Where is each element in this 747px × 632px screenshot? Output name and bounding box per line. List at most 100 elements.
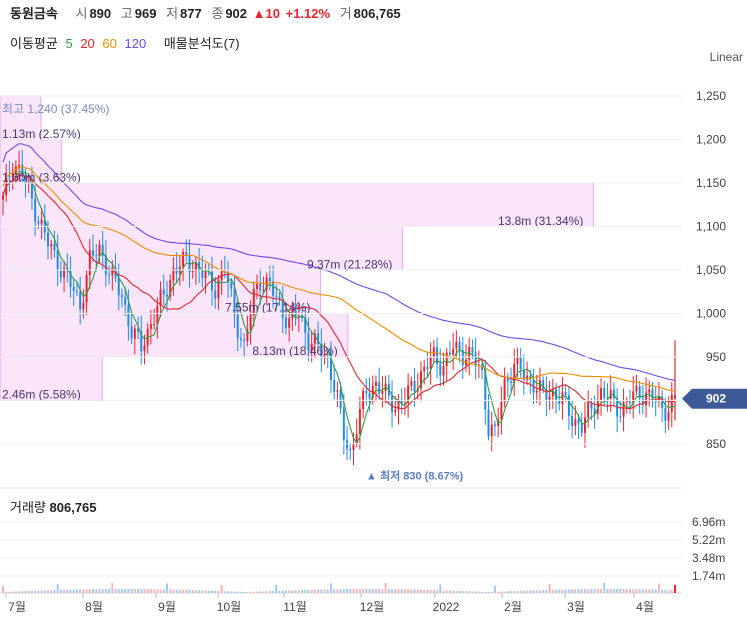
candle-body [56,249,59,271]
candle-body [201,270,204,279]
volume-bar [561,589,564,593]
candle-body [162,289,165,295]
candle-body [436,347,439,364]
y-tick-label: 1,250 [696,89,726,103]
candle-body [137,328,140,332]
ma-5[interactable]: 5 [65,36,73,51]
volume-bar [27,591,30,593]
volume-bar [600,589,603,593]
candle-body [558,399,561,404]
volume-profile-label: 1.13m (2.57%) [2,127,81,141]
candle-body [281,299,284,318]
volume-bar [648,589,651,593]
candle-body [11,173,14,178]
candle-body [381,390,384,394]
candle-body [538,379,541,391]
candle-body [458,341,461,351]
candle-body [542,379,545,390]
scale-toggle[interactable]: Linear [709,50,743,64]
candle-body [88,250,91,275]
volume-bar [297,590,300,593]
volume-bar [526,590,529,593]
volume-bar [217,590,220,593]
volume-label: 거 [339,6,352,21]
volume-bar [59,589,62,593]
volume-bar [98,589,101,593]
high-label: 고 [120,6,133,21]
candle-body [239,337,242,340]
candle-body [481,364,484,371]
candle-body [503,378,506,402]
volume-bar [326,589,329,593]
candle-body [326,353,329,356]
volume-bar [233,591,236,593]
candle-body [571,416,574,426]
volume-bar [657,583,660,593]
y-tick-label: 950 [706,350,726,364]
volume-bar [612,589,615,593]
ma-20[interactable]: 20 [80,36,95,51]
volume-bar [159,589,162,593]
volume-bar [587,589,590,593]
volume-bar [143,589,146,593]
candle-body [50,243,53,247]
volume-bar [268,591,271,593]
y-tick-label: 1,150 [696,176,726,190]
candle-body [426,366,429,369]
volume-bar [291,590,294,593]
volume-bar [275,584,278,593]
candle-body [365,390,368,394]
candle-body [506,378,509,382]
volume-bar [651,589,654,593]
volume-bar [545,589,548,593]
volume-bar [214,590,217,593]
volume-profile [0,95,594,401]
candle-body [172,267,175,281]
volume-bar [606,589,609,593]
candle-body [474,352,477,366]
volume-bar [66,589,69,593]
volume-bar [30,590,33,593]
candle-body [272,281,275,296]
volume-bar [188,590,191,593]
ma-120[interactable]: 120 [124,36,147,51]
volume-bar [265,591,268,593]
volume-bar [294,590,297,593]
candle-body [165,294,168,297]
volume-bar [419,589,422,593]
candle-body [59,270,62,278]
candle-body [651,389,654,401]
candle-body [117,277,120,296]
candle-body [175,267,178,274]
volume-bar [635,589,638,593]
volume-bar [18,591,21,593]
volume-value: 806,765 [353,6,401,21]
change-percent: +1.12% [285,6,331,21]
current-price-tag [682,388,747,409]
candle-body [249,315,252,330]
volume-bar [14,591,17,593]
ma-60[interactable]: 60 [102,36,117,51]
moving-average-legend[interactable]: 이동평균 5 20 60 120 매물분석도(7) [10,33,244,52]
volume-bar [410,589,413,593]
candle-body [27,181,30,183]
candle-body [500,401,503,420]
candle-body [265,277,268,290]
candle-body [548,396,551,401]
volume-bar [500,591,503,593]
volume-bar [455,590,458,593]
volume-bar [452,590,455,593]
close-value: 902 [225,6,248,21]
candle-body [664,407,667,421]
candle-body [127,304,130,327]
volume-bar [146,589,149,593]
candle-body [153,323,156,325]
candle-body [545,389,548,401]
volume-bar [487,591,490,593]
candle-body [346,440,349,449]
volume-bar [342,589,345,593]
volume-bar [284,590,287,593]
candle-body [619,416,622,418]
volume-profile-toggle[interactable]: 매물분석도(7) [163,36,240,51]
